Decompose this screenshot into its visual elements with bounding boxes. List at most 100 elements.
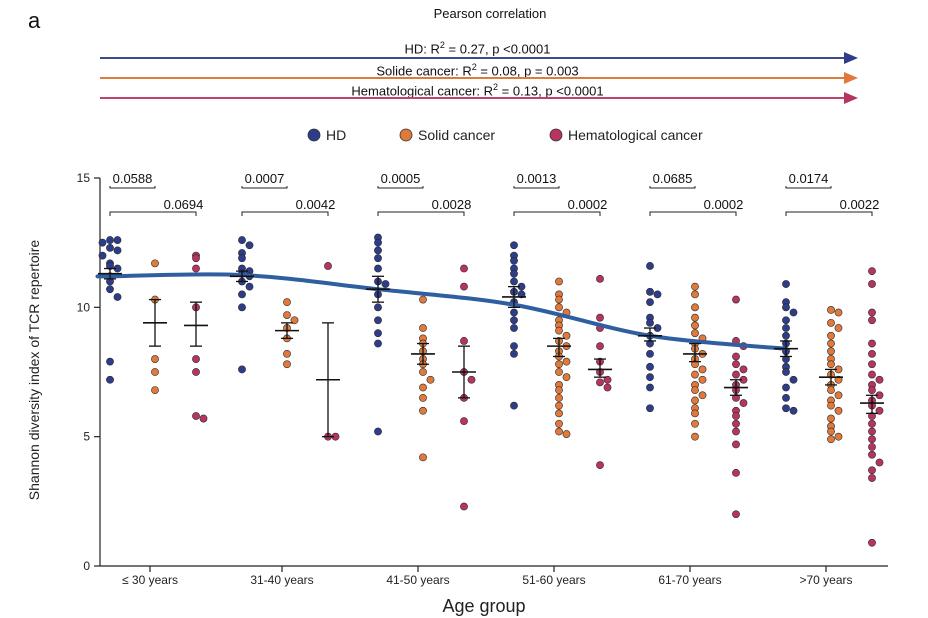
pvalue-lower-4: 0.0002 [704, 197, 744, 212]
bracket-lower-2 [377, 211, 465, 216]
point-s2-g5-10 [868, 386, 876, 395]
point-s1-g5-17 [834, 406, 843, 415]
point-s1-g4-16 [691, 386, 699, 395]
point-s0-g0-4 [113, 246, 122, 255]
point-s0-g0-2 [98, 238, 107, 247]
solid-correlation-stat: Solide cancer: R2 = 0.08, p = 0.003 [100, 62, 855, 78]
x-tick-label-3: 51-60 years [522, 573, 585, 587]
point-s1-g5-6 [827, 347, 835, 356]
point-s2-g0-5 [192, 368, 200, 376]
point-s2-g5-14 [875, 406, 884, 415]
point-s1-g3-23 [555, 427, 563, 436]
point-s1-g4-4 [691, 321, 699, 330]
point-s0-g5-3 [789, 308, 798, 317]
pvalue-upper-0: 0.0588 [113, 171, 153, 186]
point-s2-g0-1 [192, 254, 200, 263]
point-s2-g5-0 [868, 267, 876, 276]
point-s1-g3-3 [555, 303, 563, 312]
point-s1-g3-14 [555, 360, 563, 369]
point-s0-g2-2 [374, 246, 382, 255]
point-s2-g1-0 [324, 262, 332, 270]
point-s2-g0-7 [199, 414, 208, 423]
point-s0-g5-12 [789, 375, 798, 384]
point-s1-g3-20 [555, 401, 563, 410]
solid-arrowhead [844, 72, 858, 84]
point-s2-g5-17 [868, 427, 876, 436]
point-s1-g4-0 [691, 282, 699, 291]
point-s2-g4-3 [732, 352, 740, 361]
y-tick-label-10: 10 [77, 300, 91, 314]
point-s2-g5-23 [868, 474, 876, 482]
point-s2-g4-13 [732, 412, 740, 420]
point-s0-g5-15 [782, 404, 790, 413]
point-s1-g2-10 [419, 393, 427, 402]
point-s1-g0-0 [151, 259, 159, 268]
point-s0-g2-6 [381, 280, 390, 288]
point-s2-g4-18 [732, 510, 740, 519]
point-s2-g5-4 [868, 339, 876, 348]
point-s1-g5-22 [827, 435, 835, 444]
point-s1-g4-12 [698, 365, 707, 374]
hd-correlation-stat: HD: R2 = 0.27, p <0.0001 [100, 40, 855, 56]
point-s2-g4-11 [739, 399, 748, 407]
pvalue-lower-5: 0.0022 [840, 197, 880, 212]
point-s1-g5-3 [834, 324, 843, 332]
pvalue-lower-0: 0.0694 [164, 197, 204, 212]
point-s0-g3-0 [510, 241, 518, 250]
point-s1-g4-5 [691, 329, 699, 338]
point-s1-g5-8 [827, 360, 835, 369]
hema-stat-prefix: Hematological cancer: R [351, 83, 494, 99]
point-s0-g4-13 [646, 404, 654, 413]
point-s0-g2-10 [374, 329, 382, 338]
point-s0-g3-10 [510, 308, 518, 317]
point-s0-g0-5 [98, 251, 107, 260]
point-s0-g1-3 [238, 254, 246, 263]
point-s0-g5-2 [782, 303, 790, 312]
bracket-upper-2 [377, 186, 424, 189]
trend-line-group [95, 272, 788, 351]
point-s2-g2-2 [460, 337, 468, 345]
hd-arrow [100, 57, 845, 59]
point-s1-g4-18 [691, 396, 699, 405]
point-s2-g2-4 [467, 375, 476, 384]
point-s0-g4-3 [646, 298, 654, 307]
legend: HD Solid cancer Hematological cancer [307, 127, 703, 143]
bracket-upper-1 [241, 186, 288, 189]
point-s0-g1-11 [238, 303, 246, 312]
point-s1-g5-4 [827, 331, 835, 340]
point-s2-g2-1 [460, 282, 468, 291]
point-s1-g3-16 [562, 373, 571, 382]
bracket-upper-5 [785, 186, 832, 189]
point-s0-g2-9 [374, 316, 382, 325]
hema-arrow [100, 97, 845, 99]
point-s1-g3-15 [555, 368, 563, 376]
point-s0-g2-8 [374, 303, 382, 312]
point-s2-g5-19 [868, 443, 876, 451]
hd-stat-sup: 2 [439, 40, 445, 50]
point-s0-g5-5 [782, 324, 790, 332]
point-s0-g0-14 [106, 375, 114, 384]
point-s1-g1-0 [283, 298, 291, 307]
point-s0-g4-9 [646, 349, 654, 358]
point-s1-g1-5 [283, 349, 291, 358]
point-s2-g5-6 [868, 360, 876, 369]
point-s0-g5-13 [782, 383, 790, 392]
point-s1-g1-2 [290, 316, 299, 325]
point-s2-g3-7 [596, 378, 604, 387]
point-s1-g2-9 [419, 383, 427, 392]
point-s1-g5-21 [834, 432, 843, 441]
point-s1-g0-4 [151, 386, 159, 395]
point-s2-g5-5 [868, 349, 876, 358]
legend-marker-2 [549, 128, 563, 142]
point-s1-g4-21 [691, 419, 699, 428]
point-s1-g5-14 [834, 391, 843, 400]
point-s1-g5-0 [827, 306, 835, 314]
pvalue-lower-1: 0.0042 [296, 197, 336, 212]
point-s2-g2-7 [460, 502, 468, 511]
hd-trend-line [95, 272, 788, 351]
point-s0-g5-14 [782, 393, 790, 402]
point-s0-g2-1 [374, 238, 382, 247]
point-s1-g4-13 [691, 370, 699, 379]
x-tick-label-4: 61-70 years [658, 573, 721, 587]
